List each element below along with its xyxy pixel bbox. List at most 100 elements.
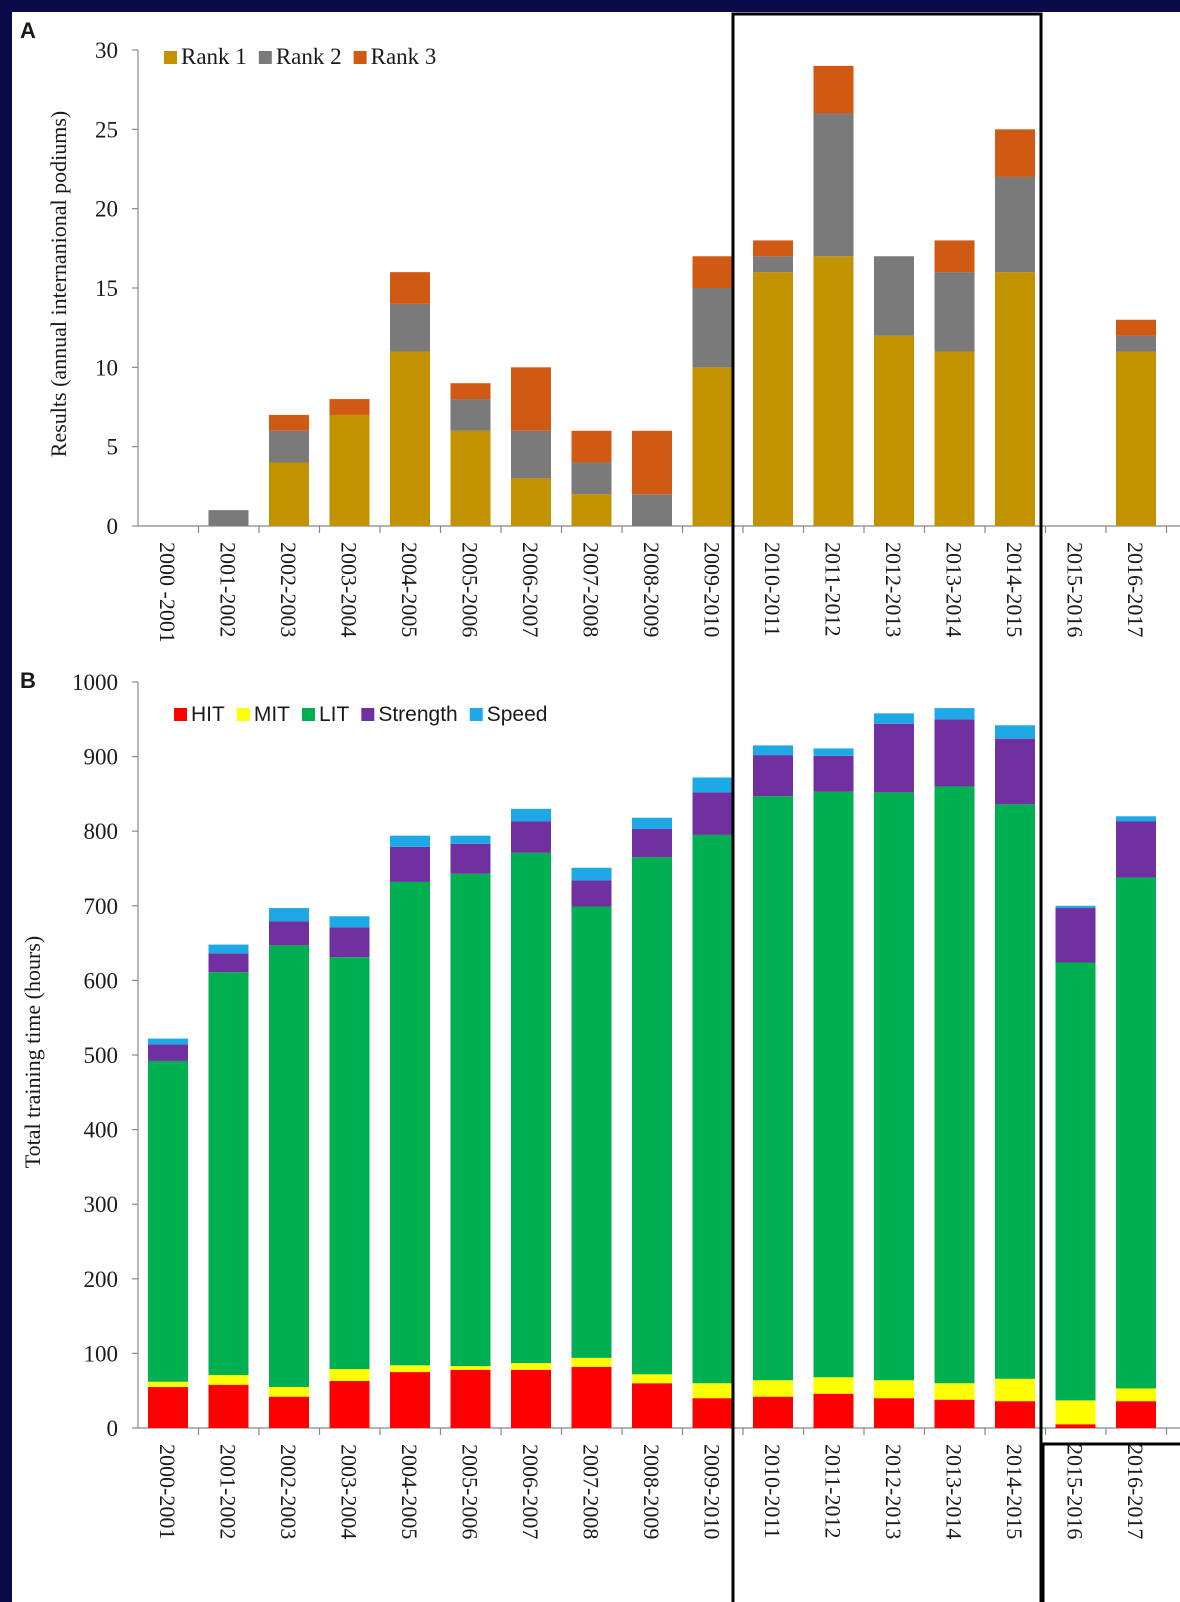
bar-b-hit-7 [571,1366,612,1428]
bar-b-strength-3 [329,927,370,958]
chart-b-ytick-label: 500 [84,1043,119,1068]
chart-a-xtick-label: 2016-2017 [1123,542,1148,637]
bar-a-rank-1-11 [813,256,854,526]
chart-a-xtick-label: 2004-2005 [397,542,422,637]
bar-a-rank-1-16 [1116,351,1156,526]
chart-b-xtick-label: 2001-2002 [216,1444,241,1539]
bar-b-strength-1 [208,953,249,973]
bar-a-rank-3-10 [753,240,793,257]
legend-label-rank-2: Rank 2 [276,44,342,69]
bar-b-strength-14 [995,738,1035,805]
bar-b-mit-1 [208,1375,249,1385]
bar-b-speed-14 [995,725,1035,739]
bar-a-rank-2-11 [813,113,854,257]
bar-a-rank-1-12 [874,335,914,526]
bar-b-speed-1 [208,944,249,954]
chart-b-legend: HIT MIT LIT Strength Speed [174,703,547,726]
bar-b-hit-0 [148,1386,188,1428]
bar-b-lit-5 [450,873,491,1367]
bar-a-rank-2-16 [1116,335,1156,352]
chart-b-ytick-label: 900 [84,745,119,770]
chart-b-xtick-label: 2016-2017 [1123,1444,1148,1539]
bar-a-rank-1-10 [753,272,793,526]
chart-b-ytick-label: 800 [84,819,119,844]
chart-a-ytick-label: 25 [95,117,118,142]
bar-a-rank-3-4 [390,272,430,304]
bar-b-speed-13 [934,708,975,720]
bar-a-rank-3-5 [450,383,491,400]
chart-b-xtick-label: 2000-2001 [155,1444,180,1539]
bar-b-hit-15 [1055,1424,1096,1428]
legend-label-strength: Strength [378,703,457,726]
bar-b-hit-4 [390,1372,430,1428]
chart-a-xtick-label: 2011-2012 [821,542,846,637]
bar-b-strength-6 [511,821,551,853]
chart-a-xtick-label: 2015-2016 [1063,542,1088,637]
bar-b-lit-16 [1116,877,1156,1389]
bar-b-hit-12 [874,1398,914,1428]
chart-a-ytick-label: 10 [95,355,118,380]
chart-a-xtick-label: 2002-2003 [276,542,301,637]
legend-label-mit: MIT [254,703,290,726]
bar-b-lit-13 [934,786,975,1384]
highlight-box-2010-2015 [731,12,1043,1602]
bar-b-strength-9 [692,792,733,835]
bar-b-lit-14 [995,804,1035,1379]
bar-b-lit-8 [632,857,672,1375]
bar-b-mit-16 [1116,1388,1156,1402]
legend-swatch-strength [361,708,375,721]
chart-a-legend: Rank 1 Rank 2 Rank 3 [164,44,436,69]
bar-b-hit-16 [1116,1401,1156,1428]
chart-b-ytick-label: 100 [84,1341,119,1366]
chart-a-ytick-label: 30 [95,38,118,63]
chart-b-ytick-label: 1000 [72,670,118,695]
bar-b-strength-4 [390,846,430,882]
legend-swatch-rank-2 [258,51,272,64]
legend-label-hit: HIT [191,703,225,726]
bar-a-rank-3-16 [1116,319,1156,336]
bar-a-rank-2-2 [269,430,309,463]
bar-b-speed-9 [692,777,733,793]
bar-b-lit-15 [1055,962,1096,1401]
chart-a-ytick-label: 20 [95,197,118,222]
bar-a-rank-2-4 [390,303,430,352]
bar-b-hit-14 [995,1401,1035,1428]
bar-b-mit-11 [813,1377,854,1394]
bar-b-speed-16 [1116,816,1156,822]
chart-b-ytick-label: 300 [84,1192,119,1217]
legend-swatch-lit [301,708,315,721]
bar-b-mit-3 [329,1369,370,1382]
bar-b-strength-0 [148,1044,188,1061]
chart-a-xtick-label: 2003-2004 [337,542,362,637]
bar-b-strength-12 [874,723,914,793]
bar-b-speed-0 [148,1038,188,1045]
bar-a-rank-1-2 [269,462,309,526]
bar-b-speed-15 [1055,905,1096,909]
chart-b-xtick-label: 2009-2010 [700,1444,725,1539]
bar-a-rank-2-7 [571,462,612,495]
bar-a-rank-3-7 [571,430,612,463]
chart-b-xtick-label: 2012-2013 [881,1444,906,1539]
chart-a-bars [197,65,1168,533]
legend-swatch-mit [236,708,250,721]
bar-a-rank-1-9 [692,367,733,526]
bar-b-strength-11 [813,755,854,792]
chart-b-xtick-label: 2015-2016 [1063,1444,1088,1539]
legend-swatch-rank-3 [353,51,367,64]
bar-b-mit-14 [995,1378,1035,1402]
legend-label-rank-1: Rank 1 [181,44,247,69]
bar-b-strength-13 [934,719,975,787]
bar-a-rank-2-13 [934,272,975,352]
chart-b-ytick-label: 600 [84,968,119,993]
bar-b-strength-2 [269,921,309,946]
bar-b-lit-11 [813,791,854,1378]
chart-b-xticks: 2000-2001 2001-2002 2002-2003 2003-2004 2004… [155,1444,1148,1539]
bar-b-speed-3 [329,916,370,928]
panel-a-letter: A [20,18,36,43]
bar-b-lit-7 [571,906,612,1358]
bar-b-speed-10 [753,745,793,756]
chart-a-ytick-label: 0 [107,514,119,539]
bar-b-lit-10 [753,796,793,1381]
chart-a-xtick-label: 2006-2007 [518,542,543,637]
